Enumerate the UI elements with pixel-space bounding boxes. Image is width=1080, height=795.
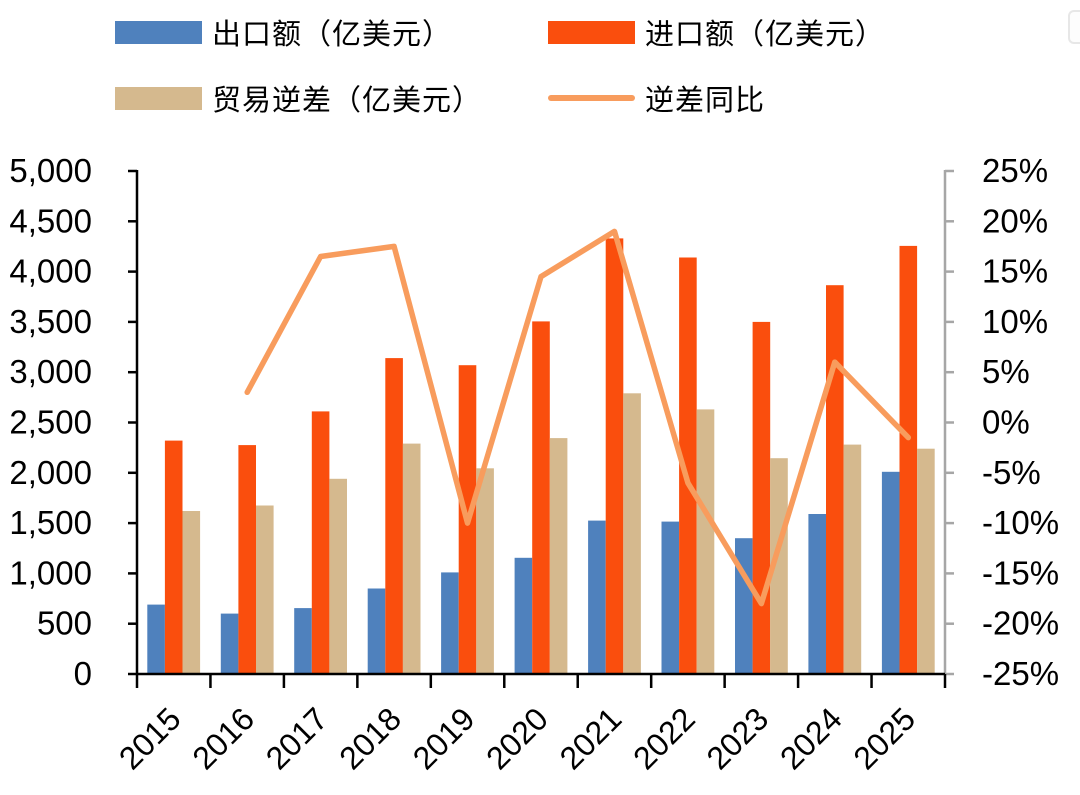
bar-export-2016 — [220, 613, 239, 674]
right-axis-tick-label: 10% — [982, 303, 1048, 340]
left-axis-tick-label: 4,000 — [9, 253, 92, 290]
left-axis-tick-label: 2,000 — [9, 454, 92, 491]
import-color-swatch — [548, 20, 635, 44]
x-axis-category-label: 2020 — [479, 700, 555, 776]
bar-import-2015 — [164, 440, 183, 674]
bar-import-2020 — [532, 321, 550, 674]
left-axis-tick-label: 2,500 — [9, 404, 92, 441]
left-axis-tick-label: 1,000 — [9, 554, 92, 591]
bar-import-2025 — [899, 245, 918, 674]
right-axis-tick-label: -5% — [982, 454, 1041, 491]
bar-deficit-2025 — [917, 448, 935, 674]
bar-deficit-2017 — [329, 478, 347, 674]
legend-label-export: 出口额（亿美元） — [212, 17, 453, 51]
bar-deficit-2016 — [256, 505, 274, 674]
bar-export-2022 — [661, 521, 680, 674]
bar-deficit-2020 — [549, 438, 568, 674]
left-axis-tick-label: 4,500 — [9, 202, 92, 239]
legend-item-deficit: 贸易逆差（亿美元） — [115, 77, 482, 119]
left-axis-tick-label: 0 — [74, 655, 92, 692]
right-axis-tick-label: -10% — [982, 504, 1059, 541]
left-axis-tick-label: 3,500 — [9, 303, 92, 340]
right-axis-tick-label: -20% — [982, 605, 1059, 642]
bar-deficit-2019 — [476, 468, 494, 674]
bar-export-2020 — [514, 557, 533, 674]
left-axis-tick-label: 1,500 — [9, 504, 92, 541]
legend-label-deficit: 贸易逆差（亿美元） — [212, 83, 483, 117]
bar-import-2017 — [311, 411, 330, 674]
left-axis-tick-label: 5,000 — [9, 152, 92, 189]
top-right-window-artifact — [1068, 10, 1080, 44]
bar-export-2021 — [588, 520, 606, 674]
left-axis-tick-label: 3,000 — [9, 353, 92, 390]
left-axis-tick-label: 500 — [37, 605, 92, 642]
bar-deficit-2022 — [696, 409, 715, 674]
line-deficit-yoy — [244, 228, 912, 607]
right-axis-tick-label: -15% — [982, 554, 1059, 591]
x-axis-category-label: 2018 — [332, 700, 408, 776]
right-axis-tick-label: 20% — [982, 202, 1048, 239]
x-axis-category-label: 2019 — [406, 700, 482, 776]
bar-export-2015 — [147, 604, 165, 674]
x-axis-category-label: 2016 — [185, 700, 261, 776]
bar-export-2017 — [294, 608, 312, 674]
legend-item-import: 进口额（亿美元） — [548, 11, 885, 53]
yoy-line-swatch — [548, 95, 635, 101]
legend-label-yoy: 逆差同比 — [645, 83, 766, 117]
bar-import-2024 — [826, 285, 844, 674]
bar-export-2025 — [881, 471, 900, 674]
bar-deficit-2018 — [402, 443, 421, 674]
deficit-color-swatch — [115, 86, 202, 110]
right-axis-tick-label: -25% — [982, 655, 1059, 692]
bar-import-2018 — [385, 358, 403, 674]
legend-label-import: 进口额（亿美元） — [645, 17, 886, 51]
bar-import-2023 — [752, 321, 771, 674]
bar-import-2021 — [605, 238, 624, 674]
bar-export-2023 — [735, 538, 753, 674]
bar-deficit-2021 — [623, 393, 641, 674]
bar-deficit-2015 — [182, 511, 201, 674]
legend-item-export: 出口额（亿美元） — [115, 11, 452, 53]
x-axis-category-label: 2021 — [553, 700, 629, 776]
x-axis-category-label: 2017 — [259, 700, 335, 776]
right-axis-tick-label: 15% — [982, 253, 1048, 290]
export-color-swatch — [115, 20, 202, 44]
x-axis-category-label: 2015 — [112, 700, 188, 776]
bar-import-2022 — [679, 257, 697, 674]
bar-export-2018 — [367, 588, 386, 674]
x-axis-category-label: 2022 — [626, 700, 702, 776]
bar-export-2024 — [808, 514, 826, 674]
right-axis-tick-label: 25% — [982, 152, 1048, 189]
x-axis-category-label: 2023 — [700, 700, 776, 776]
bar-export-2019 — [441, 572, 459, 674]
right-axis-tick-label: 0% — [982, 404, 1030, 441]
x-axis-category-label: 2025 — [846, 700, 922, 776]
bar-deficit-2024 — [843, 444, 862, 674]
legend-item-yoy: 逆差同比 — [548, 77, 765, 119]
right-axis-tick-label: 5% — [982, 353, 1030, 390]
bar-import-2016 — [238, 445, 256, 674]
x-axis-category-label: 2024 — [773, 700, 849, 776]
bar-deficit-2023 — [770, 458, 788, 674]
